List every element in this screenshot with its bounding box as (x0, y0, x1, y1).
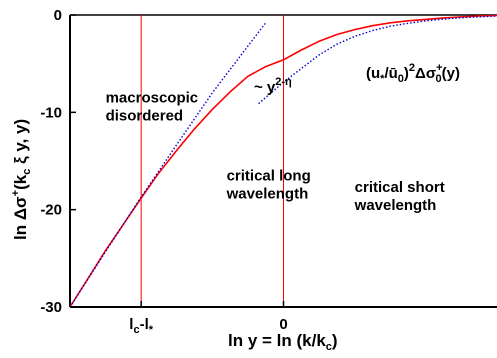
series-line-1 (69, 22, 267, 308)
power-law-annotation: ~ y2-η (254, 76, 292, 96)
y-tick-label-1: -10 (40, 104, 62, 121)
short-wavelength-annotation: (u*/ū0)2Δσ+ 0(y) (366, 62, 460, 85)
x-tick-label-1: 0 (279, 316, 287, 333)
x-axis-title: ln y = ln (k/kc) (228, 331, 338, 353)
series-line-2 (258, 15, 497, 105)
region-label-1: critical long wavelength (226, 167, 311, 202)
y-axis-title: ln Δσ+(kc ξ y, y) (10, 119, 33, 240)
y-ticks: 0 -10 -20 -30 (40, 7, 76, 316)
y-tick-label-3: -30 (40, 299, 62, 316)
region-label-0: macroscopic disordered (106, 90, 199, 125)
region-label-2: critical short wavelength (354, 179, 445, 214)
y-tick-label-2: -20 (40, 202, 62, 219)
x-ticks: lc-l* 0 (129, 301, 288, 336)
vertical-lines (140, 15, 284, 307)
x-tick-label-0: lc-l* (129, 316, 153, 336)
region-labels: macroscopic disordered critical long wavele… (106, 90, 445, 215)
y-tick-label-0: 0 (54, 7, 62, 24)
series-group (69, 14, 497, 308)
